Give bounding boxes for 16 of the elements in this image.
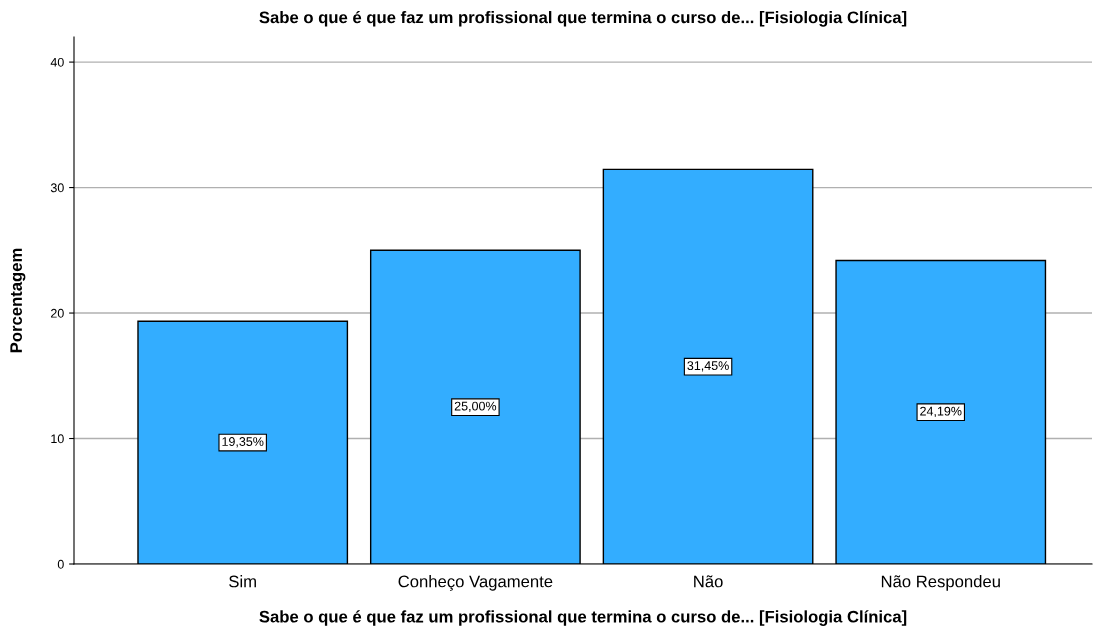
chart-title: Sabe o que é que faz um profissional que termina o curso de... [Fisiologia Clínica] — [259, 10, 907, 27]
data-label: 19,35% — [222, 437, 264, 448]
y-axis-title: Porcentagem — [10, 248, 26, 353]
y-tick-label: 30 — [50, 183, 64, 193]
x-tick-label: Não — [694, 575, 723, 588]
y-tick-label: 10 — [51, 434, 64, 444]
x-tick-label: Não Respondeu — [881, 575, 1000, 591]
y-tick-label: 20 — [51, 308, 64, 318]
data-label: 25,00% — [454, 401, 497, 412]
x-axis-title: Sabe o que é que faz um profissional que termina o curso de... [Fisiologia Clínica] — [259, 610, 907, 626]
x-tick-label: Sim — [229, 575, 256, 588]
y-tick-label: 0 — [57, 559, 64, 569]
data-label: 24,19% — [920, 406, 962, 418]
data-label: 31,45% — [687, 361, 729, 372]
y-tick-label: 40 — [50, 57, 64, 67]
x-tick-label: Conheço Vagamente — [398, 575, 553, 591]
